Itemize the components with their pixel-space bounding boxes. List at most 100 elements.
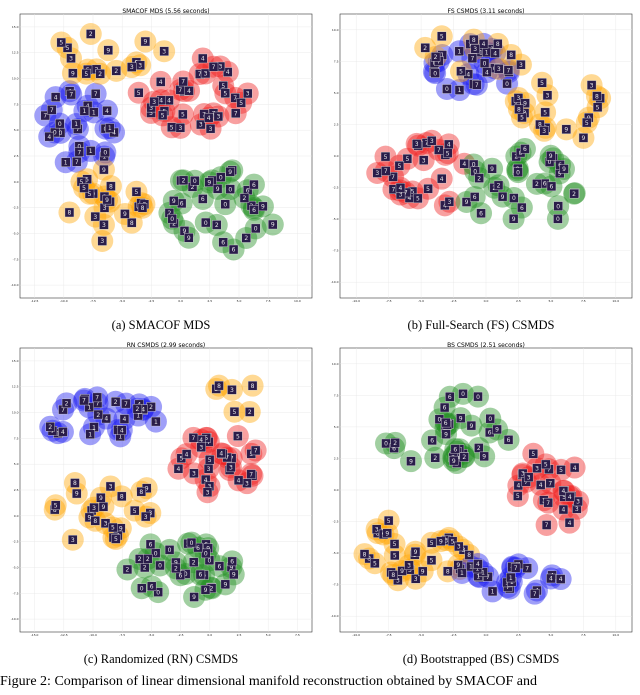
x-tick-label: 0.0 <box>484 633 489 637</box>
digit-thumbnail <box>473 391 483 402</box>
digit-glyph: 8 <box>251 383 255 390</box>
digit-glyph: 6 <box>448 394 452 401</box>
digit-glyph: 9 <box>145 485 149 492</box>
digit-thumbnail <box>218 237 228 247</box>
digit-glyph: 2 <box>393 440 397 447</box>
digit-glyph: 3 <box>399 192 403 199</box>
panel-a: 15.0 12.5 10.0 7.5 5.0 2.5 0.0 -2.5 -5.0 -7.5 -10.… <box>6 6 316 310</box>
digit-glyph: 7 <box>181 79 185 86</box>
digit-glyph: 6 <box>550 184 554 191</box>
digit-glyph: 8 <box>496 41 500 48</box>
digit-thumbnail <box>56 37 67 48</box>
digit-glyph: 3 <box>102 222 106 229</box>
digit-glyph: 9 <box>501 194 505 201</box>
digit-thumbnail <box>508 214 519 224</box>
digit-glyph: 6 <box>252 207 256 214</box>
digit-glyph: 3 <box>497 66 501 73</box>
y-tick-label: 10.0 <box>332 362 339 366</box>
digit-glyph: 3 <box>219 64 223 71</box>
digit-glyph: 3 <box>104 520 108 527</box>
digit-thumbnail <box>200 585 211 595</box>
digit-glyph: 6 <box>523 146 527 153</box>
digit-glyph: 5 <box>446 150 450 157</box>
digit-glyph: 4 <box>559 576 563 583</box>
digit-thumbnail <box>418 155 429 165</box>
digit-glyph: 1 <box>87 405 91 412</box>
digit-thumbnail <box>559 164 569 174</box>
digit-thumbnail <box>189 468 199 479</box>
y-tick-label: -5.0 <box>13 231 19 235</box>
digit-glyph: 1 <box>108 125 112 132</box>
x-tick-label: -2.5 <box>148 299 154 303</box>
digit-glyph: 3 <box>209 126 213 133</box>
digit-thumbnail <box>227 556 237 567</box>
digit-thumbnail <box>487 586 498 597</box>
digit-glyph: 2 <box>462 454 466 461</box>
digit-thumbnail <box>198 194 208 204</box>
digit-glyph: 4 <box>159 97 163 104</box>
digit-glyph: 9 <box>71 70 75 77</box>
digit-glyph: 5 <box>239 100 243 107</box>
digit-thumbnail <box>439 402 450 413</box>
digit-glyph: 4 <box>549 576 553 583</box>
digit-thumbnail <box>190 176 200 186</box>
digit-glyph: 9 <box>414 549 418 556</box>
digit-thumbnail <box>250 223 261 234</box>
digit-thumbnail <box>86 29 96 39</box>
digit-glyph: 9 <box>99 495 103 502</box>
digit-thumbnail <box>459 452 469 462</box>
digit-thumbnail <box>555 574 566 584</box>
digit-glyph: 3 <box>130 64 134 71</box>
digit-glyph: 0 <box>556 216 560 223</box>
digit-thumbnail <box>81 68 91 79</box>
digit-thumbnail <box>85 429 95 439</box>
x-tick-label: -7.5 <box>90 299 96 303</box>
digit-glyph: 8 <box>139 489 143 496</box>
digit-thumbnail <box>175 123 186 133</box>
digit-glyph: 4 <box>516 483 520 490</box>
digit-glyph: 1 <box>74 121 78 128</box>
digit-glyph: 0 <box>58 121 62 128</box>
digit-thumbnail <box>205 123 216 134</box>
digit-glyph: 5 <box>59 40 63 47</box>
digit-glyph: 6 <box>198 572 202 579</box>
y-tick-label: -7.5 <box>333 583 339 587</box>
digit-thumbnail <box>159 46 169 56</box>
digit-thumbnail <box>561 124 572 135</box>
digit-glyph: 7 <box>506 584 510 591</box>
x-tick-label: 2.5 <box>516 633 521 637</box>
digit-thumbnail <box>200 68 211 79</box>
digit-glyph: 8 <box>53 507 57 514</box>
digit-thumbnail <box>565 491 575 502</box>
digit-glyph: 6 <box>430 438 434 445</box>
digit-glyph: 0 <box>223 201 227 208</box>
digit-glyph: 9 <box>106 47 110 54</box>
digit-glyph: 6 <box>488 430 492 437</box>
digit-thumbnail <box>437 31 447 41</box>
digit-thumbnail <box>523 472 534 482</box>
x-tick-label: -15.0 <box>31 633 39 637</box>
digit-glyph: 7 <box>470 56 474 63</box>
x-tick-label: 2.5 <box>207 299 212 303</box>
y-tick-label: -5.0 <box>333 217 339 221</box>
digit-glyph: 9 <box>558 171 562 178</box>
digit-thumbnail <box>517 202 527 213</box>
digit-thumbnail <box>225 167 235 177</box>
digit-glyph: 2 <box>182 178 186 185</box>
digit-glyph: 7 <box>178 87 182 94</box>
digit-glyph: 8 <box>472 37 476 44</box>
digit-glyph: 4 <box>61 429 65 436</box>
digit-glyph: 6 <box>252 182 256 189</box>
digit-glyph: 2 <box>192 559 196 566</box>
digit-glyph: 9 <box>444 431 448 438</box>
digit-thumbnail <box>430 52 441 62</box>
digit-glyph: 7 <box>95 395 99 402</box>
digit-glyph: 8 <box>73 480 77 487</box>
digit-thumbnail <box>153 587 163 597</box>
digit-glyph: 5 <box>405 156 409 163</box>
digit-thumbnail <box>467 53 478 64</box>
digit-thumbnail <box>220 199 230 209</box>
digit-thumbnail <box>389 539 400 549</box>
digit-thumbnail <box>204 177 214 187</box>
digit-glyph: 1 <box>440 52 444 59</box>
